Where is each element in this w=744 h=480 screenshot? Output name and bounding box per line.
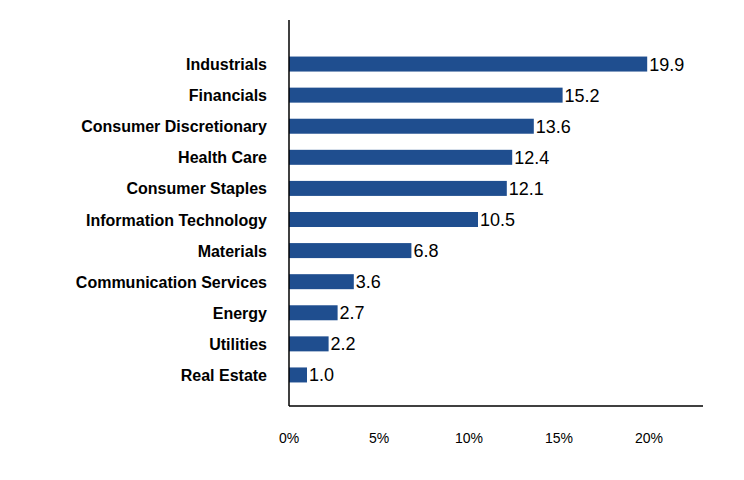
y-axis <box>288 20 290 406</box>
category-label: Health Care <box>178 149 267 166</box>
data-label: 1.0 <box>309 365 334 385</box>
chart-container: 0% 5% 10% 15% 20% Industrials Financials Consum… <box>0 0 744 480</box>
category-label: Consumer Discretionary <box>81 118 267 135</box>
x-tick-label: 0% <box>279 430 299 446</box>
data-label: 2.7 <box>340 303 365 323</box>
data-label: 13.6 <box>536 117 571 137</box>
category-label: Information Technology <box>86 212 267 229</box>
bar <box>289 212 478 227</box>
category-label: Communication Services <box>76 274 267 291</box>
data-label: 12.1 <box>509 179 544 199</box>
bar <box>289 367 307 382</box>
category-label: Industrials <box>186 56 267 73</box>
data-label: 6.8 <box>413 241 438 261</box>
bar <box>289 181 507 196</box>
data-label: 3.6 <box>356 272 381 292</box>
bar <box>289 336 329 351</box>
x-tick-label: 15% <box>545 430 573 446</box>
x-tick-label: 5% <box>369 430 389 446</box>
category-label: Materials <box>198 243 267 260</box>
category-label: Real Estate <box>181 367 267 384</box>
data-label: 2.2 <box>331 334 356 354</box>
bar <box>289 305 338 320</box>
category-label: Consumer Staples <box>127 180 268 197</box>
bar <box>289 243 411 258</box>
bar <box>289 57 647 72</box>
chart: 0% 5% 10% 15% 20% Industrials Financials Consum… <box>0 0 744 480</box>
data-label: 15.2 <box>565 86 600 106</box>
x-axis <box>289 405 703 407</box>
category-label: Financials <box>189 87 267 104</box>
category-label: Utilities <box>209 336 267 353</box>
bar <box>289 274 354 289</box>
x-tick-label: 10% <box>455 430 483 446</box>
bar <box>289 150 512 165</box>
x-tick-label: 20% <box>635 430 663 446</box>
category-label: Energy <box>213 305 267 322</box>
data-label: 12.4 <box>514 148 549 168</box>
bars <box>289 57 647 383</box>
bar <box>289 88 563 103</box>
data-label: 19.9 <box>649 55 684 75</box>
bar <box>289 119 534 134</box>
data-label: 10.5 <box>480 210 515 230</box>
